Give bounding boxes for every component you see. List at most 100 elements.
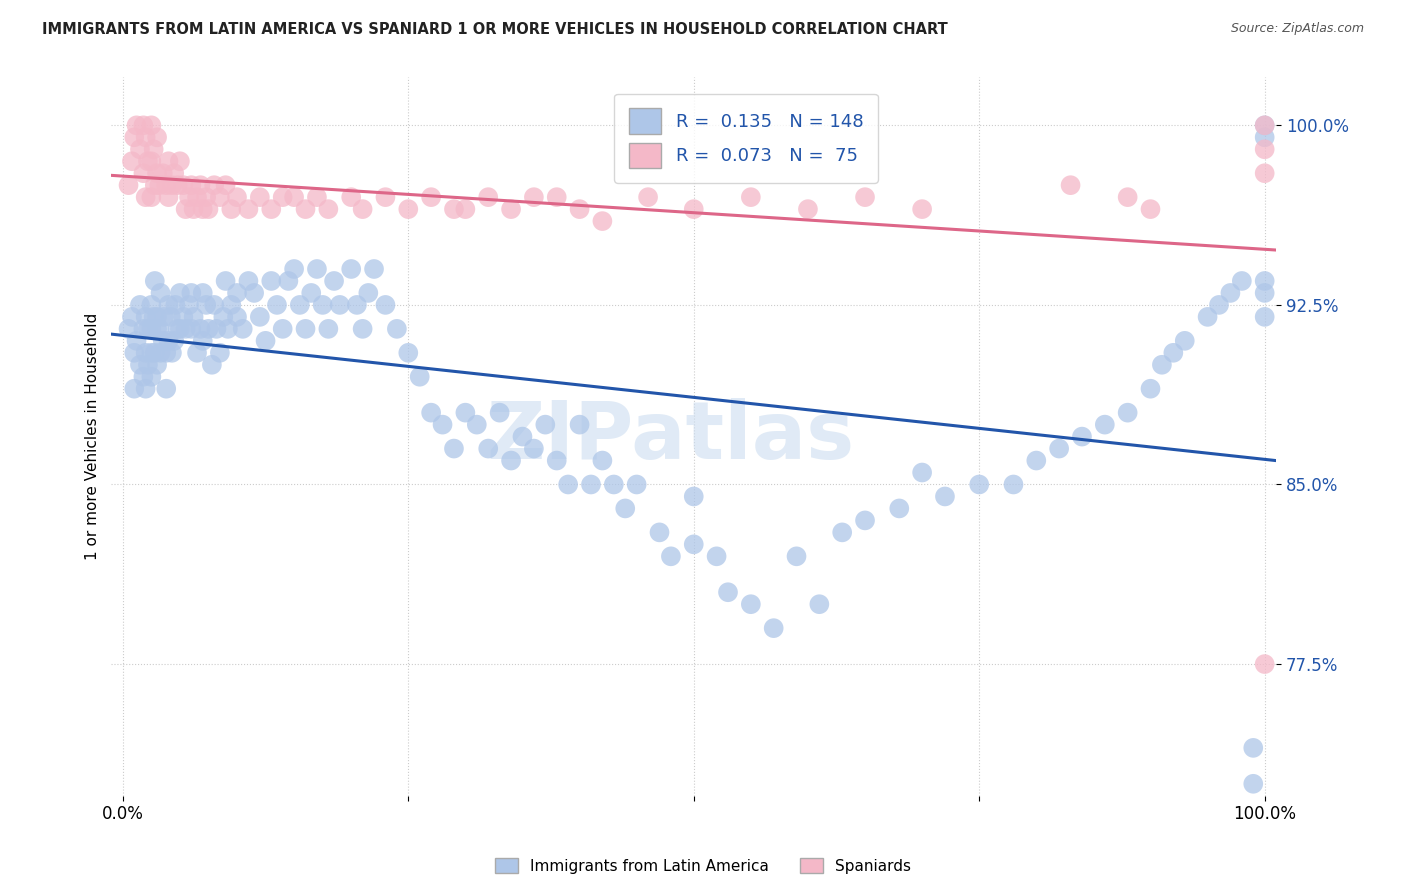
Point [477,442,499,456]
Point [454,202,477,216]
Point [226,285,249,300]
Point [277,274,299,288]
Point [191,285,214,300]
Point [180,285,202,300]
Point [190,322,212,336]
Point [1241,740,1264,755]
Point [831,525,853,540]
Point [934,490,956,504]
Point [129,142,152,156]
Legend: Immigrants from Latin America, Spaniards: Immigrants from Latin America, Spaniards [489,852,917,880]
Point [122,382,145,396]
Point [1002,477,1025,491]
Point [148,178,170,193]
Point [142,310,165,324]
Point [243,285,266,300]
Point [177,190,200,204]
Point [172,310,194,324]
Point [546,453,568,467]
Point [183,202,205,216]
Point [1163,346,1185,360]
Point [186,346,208,360]
Point [523,190,546,204]
Point [221,202,243,216]
Point [183,310,205,324]
Point [136,154,159,169]
Point [157,334,180,348]
Point [568,417,591,432]
Point [135,346,157,360]
Point [1174,334,1197,348]
Point [149,285,172,300]
Point [260,202,283,216]
Point [682,202,704,216]
Point [911,202,934,216]
Point [1241,777,1264,791]
Point [117,178,139,193]
Point [129,358,152,372]
Point [214,274,236,288]
Point [153,310,176,324]
Point [141,322,163,336]
Point [1071,429,1094,443]
Point [271,190,294,204]
Point [603,477,626,491]
Point [557,477,579,491]
Point [762,621,785,635]
Point [238,202,260,216]
Point [169,285,191,300]
Point [1253,142,1275,156]
Point [149,346,172,360]
Point [1047,442,1070,456]
Point [195,298,218,312]
Point [786,549,808,564]
Point [191,334,214,348]
Point [911,466,934,480]
Point [142,142,165,156]
Point [202,178,225,193]
Point [323,274,346,288]
Point [614,501,637,516]
Point [174,322,197,336]
Point [385,322,408,336]
Point [132,322,155,336]
Point [238,274,260,288]
Point [682,490,704,504]
Point [135,190,157,204]
Text: IMMIGRANTS FROM LATIN AMERICA VS SPANIARD 1 OR MORE VEHICLES IN HOUSEHOLD CORREL: IMMIGRANTS FROM LATIN AMERICA VS SPANIAR… [42,22,948,37]
Point [169,154,191,169]
Point [443,202,465,216]
Point [853,190,876,204]
Point [311,298,333,312]
Point [637,190,659,204]
Point [141,298,163,312]
Point [420,190,443,204]
Point [499,453,522,467]
Point [141,346,163,360]
Point [160,178,183,193]
Point [1197,310,1219,324]
Point [169,322,191,336]
Point [432,417,454,432]
Point [305,190,328,204]
Point [214,178,236,193]
Point [121,310,143,324]
Point [163,334,186,348]
Point [1025,453,1047,467]
Point [195,190,218,204]
Point [208,346,231,360]
Point [135,310,157,324]
Point [523,442,546,456]
Point [117,322,139,336]
Point [141,119,163,133]
Point [967,477,990,491]
Point [1219,285,1241,300]
Point [141,154,163,169]
Point [740,190,762,204]
Point [155,178,177,193]
Point [232,322,254,336]
Point [226,310,249,324]
Point [288,298,311,312]
Point [191,202,214,216]
Point [534,417,557,432]
